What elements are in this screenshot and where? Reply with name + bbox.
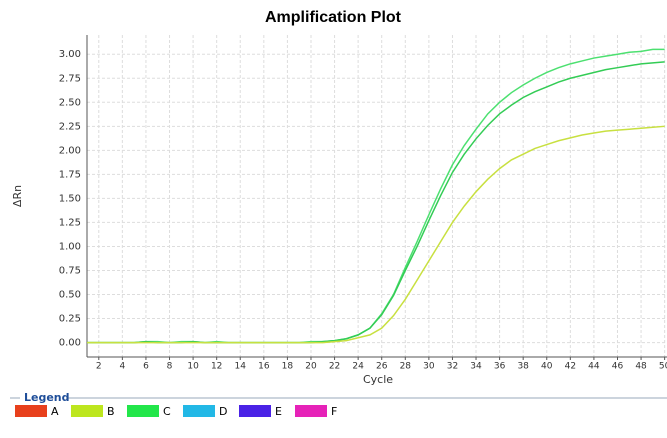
x-tick-label: 6 (143, 362, 149, 372)
x-tick-label: 42 (565, 362, 576, 372)
legend-title-bg (20, 391, 66, 405)
x-tick-label: 28 (400, 362, 412, 372)
y-tick-label: 2.75 (59, 73, 81, 84)
x-tick-label: 14 (235, 362, 247, 372)
x-tick-label: 20 (305, 362, 317, 372)
x-axis-label: Cycle (363, 373, 393, 386)
x-tick-label: 38 (517, 362, 529, 372)
x-tick-label: 12 (211, 362, 222, 372)
x-tick-label: 26 (376, 362, 388, 372)
y-tick-label: 1.75 (59, 169, 81, 180)
x-tick-label: 8 (167, 362, 173, 372)
x-tick-label: 24 (352, 362, 364, 372)
x-tick-label: 16 (258, 362, 270, 372)
y-axis-label: ΔRn (11, 185, 24, 207)
x-tick-label: 36 (494, 362, 506, 372)
x-tick-label: 4 (119, 362, 125, 372)
legend-swatch (239, 405, 271, 417)
legend-label: B (107, 405, 115, 418)
legend-swatch (71, 405, 103, 417)
legend-label: D (219, 405, 227, 418)
legend-label: E (275, 405, 282, 418)
series-line (87, 125, 665, 344)
series-line (87, 48, 665, 344)
y-tick-label: 0.00 (59, 338, 81, 349)
x-tick-label: 32 (447, 362, 458, 372)
y-tick-label: 2.50 (59, 97, 81, 108)
y-tick-label: 3.00 (59, 49, 81, 60)
y-tick-label: 0.50 (59, 290, 81, 301)
legend-label: A (51, 405, 59, 418)
x-tick-label: 44 (588, 362, 600, 372)
x-tick-label: 22 (329, 362, 340, 372)
x-tick-label: 40 (541, 362, 553, 372)
x-tick-label: 46 (612, 362, 624, 372)
x-tick-label: 18 (282, 362, 294, 372)
y-tick-label: 1.50 (59, 193, 81, 204)
y-tick-label: 2.00 (59, 145, 81, 156)
y-tick-label: 0.25 (59, 314, 81, 325)
x-tick-label: 2 (96, 362, 102, 372)
legend-swatch (295, 405, 327, 417)
y-tick-label: 1.00 (59, 241, 81, 252)
legend-swatch (15, 405, 47, 417)
x-tick-label: 10 (187, 362, 199, 372)
legend-label: C (163, 405, 171, 418)
y-tick-label: 1.25 (59, 217, 81, 228)
legend-label: F (331, 405, 337, 418)
y-tick-label: 2.25 (59, 121, 81, 132)
x-tick-label: 50 (659, 362, 667, 372)
chart-title: Amplification Plot (265, 9, 402, 26)
x-tick-label: 48 (635, 362, 647, 372)
legend-swatch (127, 405, 159, 417)
legend-swatch (183, 405, 215, 417)
series-line (87, 61, 665, 344)
legend-title: Legend (24, 391, 70, 404)
x-tick-label: 30 (423, 362, 435, 372)
y-tick-label: 0.75 (59, 265, 81, 276)
x-tick-label: 34 (470, 362, 482, 372)
